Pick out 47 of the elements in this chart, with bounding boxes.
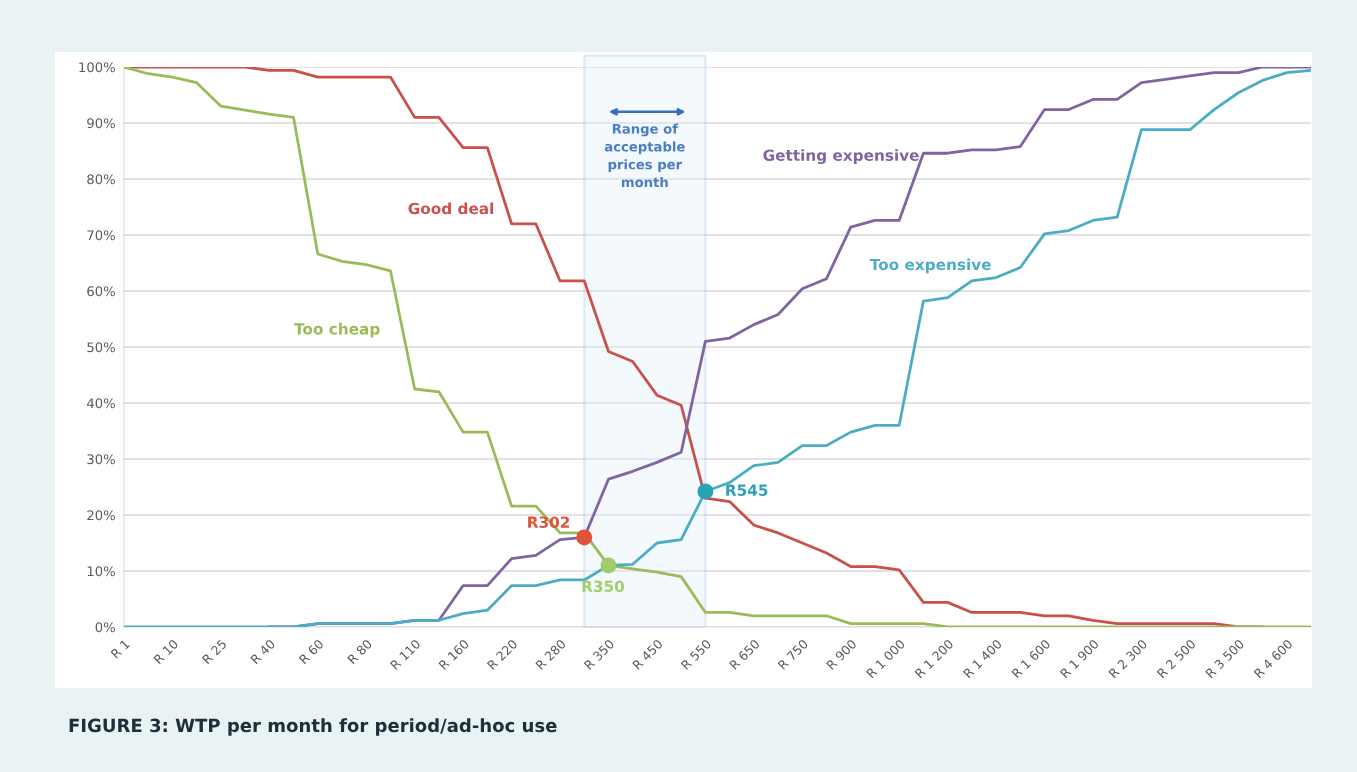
text: FIGURE 3: WTP per month for period/ad-hoc use (69, 718, 557, 736)
x-tick-label: R 10 (153, 638, 179, 665)
x-tick-label: R 280 (535, 638, 567, 670)
x-tick-label: R 900 (825, 638, 857, 670)
x-tick-label: R 1 200 (914, 638, 954, 679)
y-tick-label: 70% (87, 230, 115, 241)
x-tick-label: R 750 (777, 638, 809, 670)
series-label: Good deal (408, 202, 494, 215)
point (697, 483, 714, 500)
data-label: R545 (726, 484, 768, 496)
y-tick-label: 90% (87, 118, 115, 129)
x-tick-label: R 60 (298, 638, 325, 665)
y-tick-label: 30% (87, 454, 115, 465)
y-tick-label: 20% (87, 510, 115, 521)
x-tick-label: R 350 (583, 638, 615, 670)
y-tick-label: 40% (86, 398, 115, 409)
x-tick-label: R 25 (201, 639, 227, 665)
y-tick-label: 10% (87, 566, 115, 577)
y-tick-label: 0% (95, 622, 115, 633)
series-label: Getting expensive (763, 149, 919, 165)
series-label: Too cheap (294, 322, 380, 338)
y-tick-label: 100% (79, 62, 115, 73)
x-tick-label: R 1 000 (865, 638, 906, 679)
series-label: Too expensive (869, 258, 991, 274)
y-tick-label: 50% (87, 342, 115, 353)
x-tick-label: R 220 (486, 638, 518, 670)
x-tick-label: R 2 300 (1108, 638, 1148, 679)
point (576, 529, 593, 546)
x-tick-label: R 1 600 (1011, 638, 1051, 679)
x-tick-label: R 1 (110, 639, 130, 659)
y-tick-label: 80% (87, 174, 115, 185)
annotation: Range of acceptable prices per month (604, 123, 685, 188)
point (600, 557, 617, 574)
x-tick-label: R 650 (729, 638, 761, 670)
x-tick-label: R 450 (632, 638, 664, 670)
x-tick-label: R 550 (680, 638, 712, 670)
data-label: R350 (582, 580, 625, 593)
y-tick-label: 60% (87, 286, 115, 297)
x-tick-label: R 80 (347, 638, 373, 665)
x-tick-label: R 4 600 (1253, 638, 1294, 679)
x-tick-label: R 160 (438, 638, 470, 670)
x-tick-label: R 1 400 (962, 638, 1003, 679)
x-tick-label: R 40 (250, 638, 276, 665)
x-tick-label: R 3 500 (1205, 638, 1245, 679)
x-tick-label: R 2 500 (1156, 638, 1197, 679)
x-tick-label: R 1 900 (1059, 638, 1100, 679)
x-tick-label: R 110 (389, 638, 421, 670)
